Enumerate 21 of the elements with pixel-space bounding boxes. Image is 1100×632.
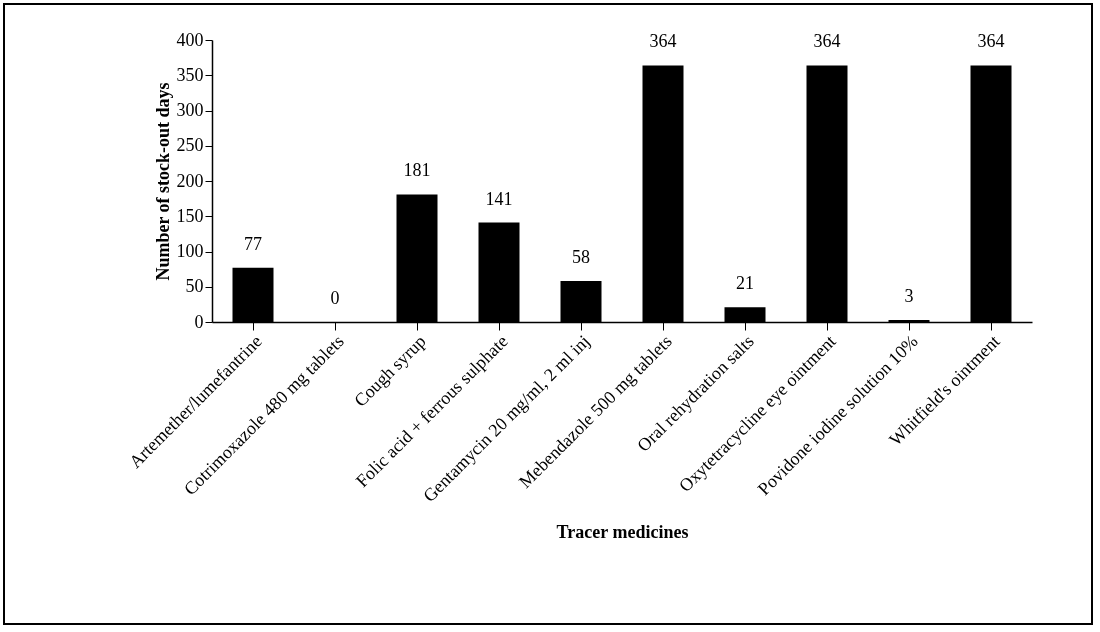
y-axis-title: Number of stock-out days [152,82,173,281]
data-label: 3 [904,285,914,306]
x-axis-title: Tracer medicines [556,521,689,542]
y-tick-label: 100 [176,241,204,261]
data-label: 181 [403,160,431,181]
y-tick-label: 50 [185,276,204,297]
y-tick-label: 250 [176,135,204,156]
data-label: 58 [572,247,590,268]
y-tick-label: 350 [176,64,204,85]
data-label: 364 [813,31,841,52]
y-tick-label: 0 [194,311,204,332]
y-tick-label: 400 [176,29,204,50]
y-tick-label: 300 [176,100,204,120]
data-label: 21 [736,273,754,294]
y-tick-label: 150 [176,205,204,226]
data-label: 364 [649,31,677,52]
data-label: 141 [485,188,513,209]
data-label: 0 [330,288,340,308]
y-tick-label: 200 [176,170,204,191]
data-label: 77 [244,233,262,254]
data-label: 364 [977,31,1005,52]
